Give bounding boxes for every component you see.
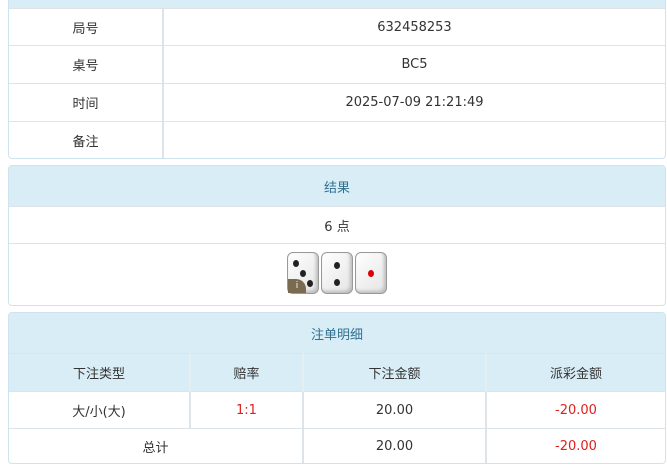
info-panel-header xyxy=(9,0,665,8)
die-two-icon xyxy=(321,251,353,294)
row-label: 时间 xyxy=(9,83,163,122)
die-one-icon xyxy=(355,251,387,294)
payout: -20.00 xyxy=(485,391,665,429)
bet-table: 下注类型 赔率 下注金额 派彩金额 大/小(大) 1:1 20.00 -20.0… xyxy=(9,353,665,463)
col-bet-type: 下注类型 xyxy=(9,353,190,392)
table-row: 大/小(大) 1:1 20.00 -20.00 xyxy=(9,391,665,429)
row-label: 局号 xyxy=(9,8,163,46)
bet-details-title: 注单明细 xyxy=(9,313,665,353)
bet-details-panel: 注单明细 下注类型 赔率 下注金额 派彩金额 大/小(大) 1:1 20.00 … xyxy=(8,312,666,464)
table-number: BC5 xyxy=(162,45,665,84)
info-panel: 局号 632458253 桌号 BC5 时间 2025-07-09 21:21:49 … xyxy=(8,0,666,159)
table-row: i xyxy=(9,243,665,305)
table-row: 局号 632458253 xyxy=(9,8,665,46)
col-payout: 派彩金额 xyxy=(485,353,665,392)
result-panel: 结果 6 点 i xyxy=(8,165,666,306)
col-odds: 赔率 xyxy=(189,353,303,392)
total-amount: 20.00 xyxy=(302,428,486,463)
total-row: 总计 20.00 -20.00 xyxy=(9,428,665,463)
table-row: 6 点 xyxy=(9,206,665,244)
odds: 1:1 xyxy=(189,391,303,429)
dice-row: i xyxy=(9,243,665,305)
table-row: 时间 2025-07-09 21:21:49 xyxy=(9,83,665,122)
table-header-row: 下注类型 赔率 下注金额 派彩金额 xyxy=(9,353,665,392)
table-row: 备注 xyxy=(9,121,665,158)
row-label: 桌号 xyxy=(9,45,163,84)
round-number: 632458253 xyxy=(162,8,665,46)
row-label: 备注 xyxy=(9,121,163,158)
table-row: 桌号 BC5 xyxy=(9,45,665,84)
result-points: 6 点 xyxy=(9,206,665,244)
time-value: 2025-07-09 21:21:49 xyxy=(162,83,665,122)
total-label: 总计 xyxy=(9,428,303,463)
total-payout: -20.00 xyxy=(485,428,665,463)
bet-type: 大/小(大) xyxy=(9,391,190,429)
remark-value xyxy=(162,121,665,158)
bet-amount: 20.00 xyxy=(302,391,486,429)
info-table: 局号 632458253 桌号 BC5 时间 2025-07-09 21:21:49 … xyxy=(9,8,665,158)
result-title: 结果 xyxy=(9,166,665,206)
info-badge-icon: i xyxy=(288,278,306,293)
die-three-icon: i xyxy=(287,251,319,294)
result-table: 6 点 i xyxy=(9,206,665,305)
col-bet-amount: 下注金额 xyxy=(302,353,486,392)
